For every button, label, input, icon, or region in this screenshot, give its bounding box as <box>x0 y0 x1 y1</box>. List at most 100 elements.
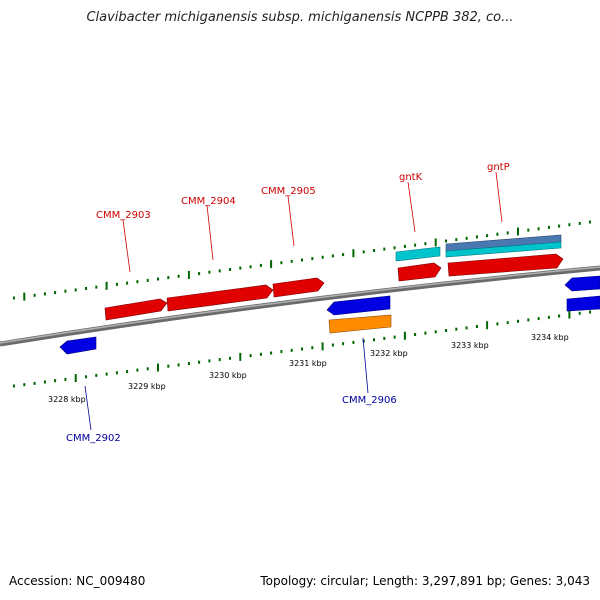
minor-tick <box>218 358 221 362</box>
minor-tick <box>105 372 108 376</box>
minor-tick <box>331 254 334 258</box>
feature-cyan[interactable] <box>445 241 562 258</box>
minor-tick <box>64 377 67 381</box>
minor-tick <box>424 242 427 246</box>
minor-tick <box>95 285 98 289</box>
minor-tick <box>547 315 550 319</box>
minor-tick <box>445 239 447 243</box>
minor-tick <box>321 255 324 259</box>
map-title: Clavibacter michiganensis subsp. michiga… <box>86 10 514 25</box>
gene-right-upper[interactable] <box>564 275 600 292</box>
major-tick <box>321 342 324 351</box>
major-tick <box>270 260 273 269</box>
minor-tick <box>455 327 458 331</box>
minor-tick <box>218 269 221 273</box>
feature-orange[interactable] <box>328 314 392 334</box>
gene-label[interactable]: CMM_2905 <box>261 186 316 197</box>
gene-label[interactable]: CMM_2904 <box>181 196 236 207</box>
gene-cmm-2902[interactable] <box>59 336 97 355</box>
minor-tick <box>506 321 509 325</box>
gene-cmm-2906[interactable] <box>326 295 391 316</box>
minor-tick <box>301 347 303 351</box>
gene-cmm-2905[interactable] <box>272 277 325 298</box>
minor-tick <box>167 364 170 368</box>
minor-tick <box>455 238 458 242</box>
minor-tick <box>126 281 129 285</box>
minor-tick <box>136 280 139 284</box>
minor-tick <box>259 352 262 356</box>
gene-gntp[interactable] <box>447 253 564 277</box>
minor-tick <box>54 379 57 383</box>
scale-label: 3228 kbp <box>48 395 86 404</box>
minor-tick <box>475 325 478 328</box>
feature-cyan[interactable] <box>395 246 441 262</box>
minor-tick <box>85 287 87 290</box>
minor-tick <box>547 225 550 229</box>
minor-tick <box>85 375 87 379</box>
scale-labels: 3228 kbp 3229 kbp 3230 kbp 3231 kbp 3232… <box>48 333 569 404</box>
minor-tick <box>167 276 170 280</box>
minor-tick <box>177 363 180 367</box>
minor-tick <box>198 360 201 364</box>
minor-tick <box>589 310 591 314</box>
genome-backbone <box>0 265 600 347</box>
minor-tick <box>136 368 139 372</box>
scale-label: 3231 kbp <box>289 359 327 368</box>
minor-tick <box>342 342 345 346</box>
minor-tick <box>290 259 293 263</box>
minor-tick <box>43 380 46 384</box>
minor-tick <box>331 343 334 347</box>
reverse-genes <box>59 275 600 355</box>
minor-tick <box>393 335 396 339</box>
label-leaders <box>84 171 503 431</box>
minor-tick <box>445 329 447 332</box>
gene-label[interactable]: gntP <box>487 162 510 173</box>
minor-tick <box>486 234 489 238</box>
minor-tick <box>537 317 540 321</box>
leader-line <box>206 204 214 261</box>
gene-label[interactable]: CMM_2902 <box>66 433 121 444</box>
minor-tick <box>362 339 365 343</box>
minor-tick <box>558 224 561 228</box>
minor-tick <box>54 291 57 295</box>
minor-tick <box>177 274 180 278</box>
gene-label[interactable]: CMM_2903 <box>96 210 151 221</box>
scale-label: 3230 kbp <box>209 371 247 380</box>
leader-line <box>362 337 369 394</box>
lower-tick-row <box>13 310 591 388</box>
minor-tick <box>424 331 427 335</box>
minor-tick <box>13 296 15 300</box>
leader-line <box>122 219 131 273</box>
minor-tick <box>414 243 417 247</box>
major-tick <box>434 238 437 247</box>
minor-tick <box>517 319 519 323</box>
major-tick <box>74 374 77 383</box>
minor-tick <box>311 257 314 261</box>
gene-cmm-2904[interactable] <box>166 284 274 312</box>
minor-tick <box>146 278 149 282</box>
minor-tick <box>465 326 468 330</box>
minor-tick <box>280 350 283 354</box>
gene-label[interactable]: CMM_2906 <box>342 395 397 406</box>
accession-text: Accession: NC_009480 <box>9 574 146 588</box>
minor-tick <box>259 263 262 267</box>
gene-cmm-2903[interactable] <box>104 298 168 321</box>
minor-tick <box>270 351 273 355</box>
major-tick <box>105 281 108 290</box>
minor-tick <box>506 231 509 235</box>
minor-tick <box>23 383 26 387</box>
minor-tick <box>352 340 355 344</box>
minor-tick <box>290 348 293 352</box>
minor-tick <box>301 258 303 262</box>
gene-label[interactable]: gntK <box>399 172 423 183</box>
minor-tick <box>146 367 149 371</box>
gene-right-lower[interactable] <box>566 295 600 312</box>
minor-tick <box>249 265 252 269</box>
minor-tick <box>95 373 98 377</box>
forward-genes <box>104 253 564 321</box>
minor-tick <box>475 235 478 239</box>
scale-label: 3229 kbp <box>128 382 166 391</box>
gene-gntk[interactable] <box>397 262 442 282</box>
minor-tick <box>43 292 46 296</box>
